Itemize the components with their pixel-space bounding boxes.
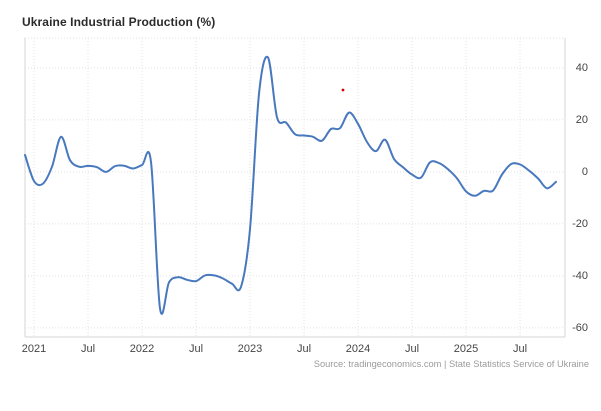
y-tick-label: -40 [572,269,588,282]
x-tick-label: Jul [512,343,528,355]
x-tick-label: 2024 [345,343,371,355]
red-dot-marker [341,88,345,92]
y-tick-label: -60 [572,321,588,334]
x-tick-label: 2022 [129,343,155,355]
y-tick-label: 40 [575,61,588,74]
y-tick-label: -20 [572,217,588,230]
x-tick-label: 2021 [21,343,47,355]
x-tick-label: Jul [296,343,312,355]
y-tick-label: 0 [581,165,588,178]
industrial-production-line [24,55,557,315]
source-attribution: Source: tradingeconomics.com | State Sta… [313,359,589,369]
x-tick-label: Jul [80,343,96,355]
x-tick-label: Jul [404,343,420,355]
chart-title: Ukraine Industrial Production (%) [22,15,216,29]
x-tick-label: 2023 [237,343,263,355]
x-tick-label: 2025 [453,343,479,355]
x-tick-label: Jul [188,343,204,355]
y-tick-label: 20 [575,113,588,126]
